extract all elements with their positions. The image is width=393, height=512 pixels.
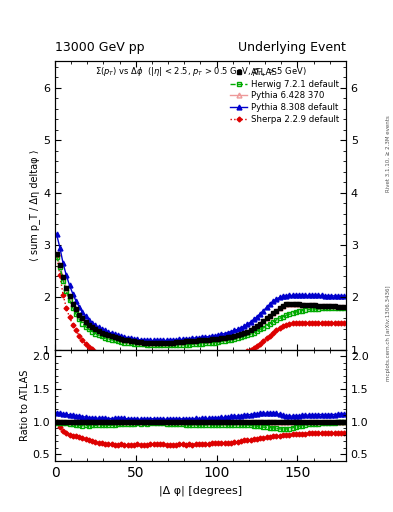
Herwig 7.2.1 default xyxy=(93,331,98,337)
ATLAS xyxy=(258,321,263,327)
Line: Herwig 7.2.1 default: Herwig 7.2.1 default xyxy=(54,254,347,347)
Sherpa 2.2.9 default xyxy=(93,349,98,355)
Text: Underlying Event: Underlying Event xyxy=(238,41,346,54)
Pythia 6.428 370 xyxy=(258,321,263,327)
Pythia 6.428 370 xyxy=(54,251,59,258)
Pythia 8.308 default xyxy=(145,337,149,344)
Herwig 7.2.1 default xyxy=(141,341,146,347)
Sherpa 2.2.9 default xyxy=(145,360,149,367)
Line: Pythia 8.308 default: Pythia 8.308 default xyxy=(54,232,347,343)
X-axis label: |Δ φ| [degrees]: |Δ φ| [degrees] xyxy=(159,485,242,496)
Pythia 6.428 370 xyxy=(148,340,153,346)
Text: Rivet 3.1.10, ≥ 2.3M events: Rivet 3.1.10, ≥ 2.3M events xyxy=(386,115,391,192)
ATLAS xyxy=(141,339,146,346)
Pythia 8.308 default xyxy=(332,293,337,299)
Pythia 8.308 default xyxy=(342,293,347,300)
Herwig 7.2.1 default xyxy=(258,326,263,332)
Sherpa 2.2.9 default xyxy=(54,252,59,259)
Pythia 8.308 default xyxy=(258,311,263,317)
Sherpa 2.2.9 default xyxy=(258,340,263,347)
Text: $\Sigma(p_T)$ vs $\Delta\phi$  ($|\eta|$ < 2.5, $p_T$ > 0.5 GeV, $p_{T_1}$ > 5 G: $\Sigma(p_T)$ vs $\Delta\phi$ ($|\eta|$ … xyxy=(95,66,306,79)
ATLAS xyxy=(54,251,59,258)
Herwig 7.2.1 default xyxy=(54,253,59,260)
Sherpa 2.2.9 default xyxy=(303,319,308,326)
Pythia 6.428 370 xyxy=(93,326,98,332)
Line: Pythia 6.428 370: Pythia 6.428 370 xyxy=(54,252,347,346)
Pythia 8.308 default xyxy=(93,322,98,328)
ATLAS xyxy=(93,326,98,332)
Sherpa 2.2.9 default xyxy=(138,360,143,367)
Legend: ATLAS, Herwig 7.2.1 default, Pythia 6.428 370, Pythia 8.308 default, Sherpa 2.2.: ATLAS, Herwig 7.2.1 default, Pythia 6.42… xyxy=(228,66,342,126)
Text: mcplots.cern.ch [arXiv:1306.3436]: mcplots.cern.ch [arXiv:1306.3436] xyxy=(386,285,391,380)
Line: ATLAS: ATLAS xyxy=(54,252,347,346)
ATLAS xyxy=(332,303,337,309)
Text: 13000 GeV pp: 13000 GeV pp xyxy=(55,41,145,54)
Sherpa 2.2.9 default xyxy=(342,320,347,326)
Line: Sherpa 2.2.9 default: Sherpa 2.2.9 default xyxy=(55,254,346,365)
Sherpa 2.2.9 default xyxy=(297,319,301,326)
ATLAS xyxy=(148,340,153,346)
ATLAS xyxy=(303,302,308,308)
Herwig 7.2.1 default xyxy=(303,307,308,313)
Pythia 8.308 default xyxy=(141,337,146,343)
Pythia 8.308 default xyxy=(297,292,301,298)
ATLAS xyxy=(297,301,301,307)
Pythia 8.308 default xyxy=(303,292,308,298)
Pythia 8.308 default xyxy=(54,231,59,238)
Pythia 6.428 370 xyxy=(141,339,146,346)
ATLAS xyxy=(342,304,347,310)
Y-axis label: ⟨ sum p_T / Δη deltaφ ⟩: ⟨ sum p_T / Δη deltaφ ⟩ xyxy=(29,150,40,262)
Herwig 7.2.1 default xyxy=(297,308,301,314)
Herwig 7.2.1 default xyxy=(332,305,337,311)
Pythia 6.428 370 xyxy=(332,303,337,309)
Pythia 6.428 370 xyxy=(303,302,308,308)
Herwig 7.2.1 default xyxy=(342,305,347,311)
Herwig 7.2.1 default xyxy=(145,342,149,348)
Pythia 6.428 370 xyxy=(342,304,347,310)
Pythia 6.428 370 xyxy=(297,301,301,307)
Y-axis label: Ratio to ATLAS: Ratio to ATLAS xyxy=(20,370,29,441)
Sherpa 2.2.9 default xyxy=(332,320,337,326)
